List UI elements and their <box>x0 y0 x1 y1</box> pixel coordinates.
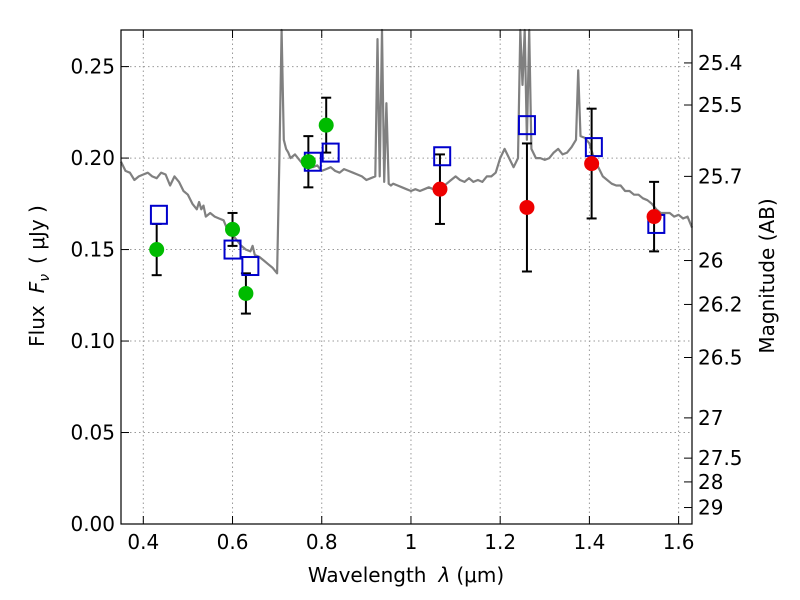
x-axis-title-symbol: λ <box>438 563 451 587</box>
magnitude-tick-label: 25.5 <box>698 93 743 117</box>
x-tick-label: 0.6 <box>217 530 249 554</box>
model-flux-square-marker <box>241 256 260 277</box>
marker-layer <box>149 115 666 301</box>
y-tick-label: 0.15 <box>70 238 115 262</box>
x-axis-title-unit: (μm) <box>456 563 504 587</box>
y-tick-label: 0.20 <box>70 146 115 170</box>
x-tick-label: 0.4 <box>127 530 159 554</box>
y-axis-title-symbol: F <box>25 281 49 293</box>
red-photometry-point <box>432 181 448 197</box>
magnitude-tick-label: 25.7 <box>698 164 743 188</box>
plot-frame <box>120 29 693 525</box>
green-photometry-point <box>238 285 254 301</box>
y-tick-label: 0.10 <box>70 329 115 353</box>
green-photometry-point <box>318 117 334 133</box>
x-axis-title: Wavelength λ (μm) <box>308 563 504 587</box>
magnitude-tick-label: 25.4 <box>698 51 743 75</box>
model-flux-square-marker <box>433 146 452 167</box>
magnitude-tick-label: 27.5 <box>698 446 743 470</box>
y-tick-label: 0.25 <box>70 55 115 79</box>
green-photometry-point <box>149 242 165 258</box>
model-flux-square-marker <box>321 142 340 163</box>
magnitude-tick-label: 26.5 <box>698 346 743 370</box>
grid-layer <box>121 30 692 525</box>
y-axis-title: Flux Fν ( μJy ) <box>25 205 53 347</box>
model-flux-square-marker <box>584 137 603 158</box>
y-axis-title-prefix: Flux <box>25 305 49 347</box>
magnitude-tick-label: 28 <box>698 470 723 494</box>
magnitude-tick-label: 29 <box>698 496 723 520</box>
y-axis-title-unit: ( μJy ) <box>25 205 49 264</box>
x-tick-label: 1 <box>405 530 418 554</box>
model-flux-square-marker <box>149 204 168 225</box>
magnitude-tick-label: 27 <box>698 406 723 430</box>
x-tick-label: 0.8 <box>306 530 338 554</box>
model-flux-square-marker <box>223 239 242 260</box>
magnitude-tick-label: 26.2 <box>698 292 743 316</box>
y-axis-title-subscript: ν <box>37 274 53 282</box>
red-photometry-point <box>646 209 662 225</box>
y-tick-label: 0.05 <box>70 421 115 445</box>
green-photometry-point <box>225 221 241 237</box>
red-photometry-point <box>584 156 600 172</box>
x-tick-label: 1.4 <box>573 530 605 554</box>
tick-layer: 0.4 0.6 0.8 1 1.2 1.4 1.6 0.00 0.05 0.10 0.15 0.20 0… <box>70 30 743 554</box>
right-axis-title: Magnitude (AB) <box>755 198 779 353</box>
x-axis-title-prefix: Wavelength <box>308 563 427 587</box>
y-tick-label: 0.00 <box>70 512 115 536</box>
x-tick-label: 1.2 <box>484 530 516 554</box>
green-photometry-point <box>300 154 316 170</box>
magnitude-tick-label: 26 <box>698 249 723 273</box>
errorbar-layer <box>151 96 660 315</box>
model-flux-square-marker <box>517 115 536 136</box>
red-photometry-point <box>519 199 535 215</box>
x-tick-label: 1.6 <box>663 530 695 554</box>
